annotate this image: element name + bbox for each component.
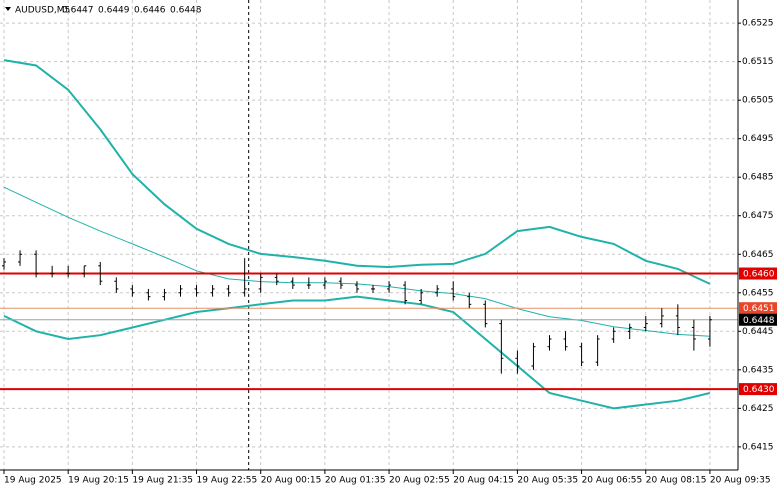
price-level-tag bbox=[739, 267, 777, 280]
ohlc-bar bbox=[419, 288, 424, 305]
ohlc-bar bbox=[691, 319, 696, 351]
y-tick-label: 0.6445 bbox=[742, 327, 774, 337]
ohlc-bar bbox=[274, 273, 279, 286]
ohlc-bar bbox=[675, 304, 680, 336]
x-tick-label: 20 Aug 05:35 bbox=[517, 476, 578, 486]
price-level-label: 0.6448 bbox=[743, 316, 775, 326]
ohlc-bar bbox=[611, 327, 616, 343]
x-tick-label: 20 Aug 02:55 bbox=[389, 476, 450, 486]
ohlc-bar bbox=[467, 292, 472, 309]
x-tick-label: 20 Aug 06:55 bbox=[582, 476, 643, 486]
ohlc-bar bbox=[403, 281, 408, 305]
ohlc-bar bbox=[547, 335, 552, 351]
ohlc-bar bbox=[499, 319, 504, 374]
y-tick-label: 0.6525 bbox=[742, 19, 774, 29]
ohlc-bar bbox=[242, 258, 247, 297]
x-tick-label: 19 Aug 22:55 bbox=[197, 476, 258, 486]
ohlc-bar bbox=[531, 342, 536, 370]
y-tick-label: 0.6435 bbox=[742, 365, 774, 375]
price-level-tag bbox=[739, 313, 777, 326]
x-tick-label: 20 Aug 09:35 bbox=[710, 476, 771, 486]
ohlc-bar bbox=[210, 285, 215, 297]
y-tick-label: 0.6415 bbox=[742, 442, 774, 452]
y-tick-label: 0.6455 bbox=[742, 288, 774, 298]
ohlc-bar bbox=[162, 288, 167, 301]
ohlc-bar bbox=[563, 331, 568, 351]
ohlc-bar bbox=[194, 285, 199, 297]
symbol: AUDUSD,M5 bbox=[15, 6, 70, 16]
price-level-label: 0.6451 bbox=[743, 304, 775, 314]
price-level-tag bbox=[739, 302, 777, 315]
ohlc-bar bbox=[659, 308, 664, 328]
ohlc-bar bbox=[338, 277, 343, 289]
ohlc-bar bbox=[290, 277, 295, 289]
menu-arrow bbox=[5, 7, 11, 11]
x-tick-label: 20 Aug 01:35 bbox=[325, 476, 386, 486]
x-tick-label: 20 Aug 00:15 bbox=[261, 476, 322, 486]
ohlc-bar bbox=[387, 281, 392, 293]
y-tick-label: 0.6425 bbox=[742, 404, 774, 414]
ohlc-bar bbox=[515, 350, 520, 374]
ohlc-bar bbox=[226, 285, 231, 297]
ohlc-bar bbox=[451, 281, 456, 301]
band-line bbox=[3, 295, 711, 410]
header-value: 0.6447 bbox=[62, 6, 94, 16]
ohlc-bar bbox=[579, 342, 584, 366]
ohlc-bar bbox=[483, 300, 488, 328]
ohlc-bar bbox=[98, 261, 103, 286]
x-tick-label: 19 Aug 20:15 bbox=[68, 476, 129, 486]
ohlc-bar bbox=[595, 335, 600, 366]
y-tick-label: 0.6505 bbox=[742, 96, 774, 106]
ohlc-bar bbox=[130, 285, 135, 297]
header-value: 0.6448 bbox=[170, 6, 202, 16]
ohlc-bar bbox=[146, 288, 151, 301]
ohlc-bar bbox=[627, 323, 632, 340]
y-tick-label: 0.6495 bbox=[742, 134, 774, 144]
header-value: 0.6446 bbox=[134, 6, 166, 16]
price-level-tag bbox=[739, 383, 777, 396]
ohlc-bar bbox=[34, 250, 39, 278]
y-tick-label: 0.6475 bbox=[742, 211, 774, 221]
ohlc-bar bbox=[707, 315, 712, 347]
band-line bbox=[3, 59, 711, 285]
y-tick-label: 0.6465 bbox=[742, 250, 774, 260]
y-tick-label: 0.6515 bbox=[742, 57, 774, 67]
ohlc-bar bbox=[178, 285, 183, 297]
x-tick-label: 20 Aug 08:15 bbox=[646, 476, 707, 486]
x-tick-label: 20 Aug 04:15 bbox=[453, 476, 514, 486]
ohlc-bar bbox=[114, 277, 119, 293]
y-tick-label: 0.6485 bbox=[742, 173, 774, 183]
ohlc-bar bbox=[306, 277, 311, 289]
ohlc-bar bbox=[371, 285, 376, 293]
ohlc-bar bbox=[354, 281, 359, 293]
ohlc-bar bbox=[82, 265, 87, 278]
ohlc-bar bbox=[258, 273, 263, 293]
x-tick-label: 19 Aug 2025 bbox=[4, 476, 62, 486]
ohlc-bar bbox=[322, 277, 327, 289]
price-level-label: 0.6460 bbox=[743, 270, 775, 280]
ohlc-bar bbox=[66, 265, 71, 278]
chart-header: AUDUSD,M5 bbox=[5, 6, 70, 16]
x-tick-label: 19 Aug 21:35 bbox=[132, 476, 193, 486]
ohlc-bar bbox=[435, 285, 440, 297]
ohlc-bar bbox=[50, 265, 55, 278]
ohlc-bar bbox=[643, 315, 648, 332]
price-level-label: 0.6430 bbox=[743, 385, 775, 395]
ohlc-bar bbox=[2, 258, 7, 270]
ohlc-bar bbox=[18, 250, 23, 266]
header-value: 0.6449 bbox=[98, 6, 130, 16]
